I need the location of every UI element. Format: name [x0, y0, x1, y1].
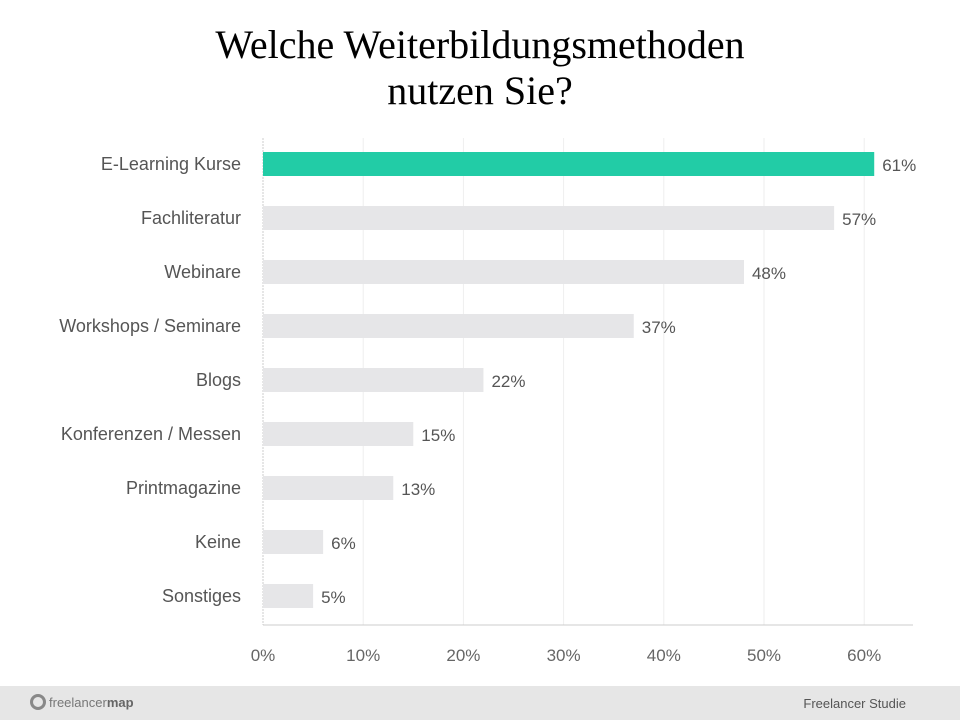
- data-label: 57%: [842, 210, 876, 229]
- category-label: Printmagazine: [126, 478, 241, 498]
- bar: [263, 314, 634, 338]
- data-label: 5%: [321, 588, 346, 607]
- category-label: E-Learning Kurse: [101, 154, 241, 174]
- freelancermap-logo: freelancermap: [30, 694, 134, 710]
- bar: [263, 584, 314, 608]
- x-tick-label: 0%: [251, 646, 276, 665]
- x-tick-label: 50%: [747, 646, 781, 665]
- source-label: Freelancer Studie: [803, 696, 906, 711]
- chart-title: Welche Weiterbildungsmethoden nutzen Sie…: [0, 22, 960, 114]
- x-tick-label: 10%: [346, 646, 380, 665]
- data-label: 48%: [752, 264, 786, 283]
- x-tick-label: 40%: [647, 646, 681, 665]
- bar: [263, 152, 875, 176]
- data-label: 22%: [491, 372, 525, 391]
- category-label: Blogs: [196, 370, 241, 390]
- bar: [263, 476, 394, 500]
- category-label: Konferenzen / Messen: [61, 424, 241, 444]
- category-label: Webinare: [164, 262, 241, 282]
- category-label: Sonstiges: [162, 586, 241, 606]
- bar: [263, 530, 324, 554]
- logo-icon: [30, 694, 46, 710]
- bar: [263, 422, 414, 446]
- data-label: 37%: [642, 318, 676, 337]
- bar: [263, 260, 744, 284]
- title-line: nutzen Sie?: [387, 68, 573, 113]
- x-tick-label: 30%: [547, 646, 581, 665]
- bar-chart: 0% 10% 20% 30% 40% 50% 60% E-Learning Kurse 61% F…: [59, 138, 916, 665]
- x-tick-label: 60%: [847, 646, 881, 665]
- data-label: 6%: [331, 534, 356, 553]
- footer: freelancermap Freelancer Studie: [0, 686, 960, 720]
- bar: [263, 368, 484, 392]
- category-label: Keine: [195, 532, 241, 552]
- category-label: Workshops / Seminare: [59, 316, 241, 336]
- data-label: 61%: [882, 156, 916, 175]
- category-label: Fachliteratur: [141, 208, 241, 228]
- data-label: 15%: [421, 426, 455, 445]
- x-tick-label: 20%: [446, 646, 480, 665]
- title-line: Welche Weiterbildungsmethoden: [215, 22, 745, 67]
- bar: [263, 206, 835, 230]
- data-label: 13%: [401, 480, 435, 499]
